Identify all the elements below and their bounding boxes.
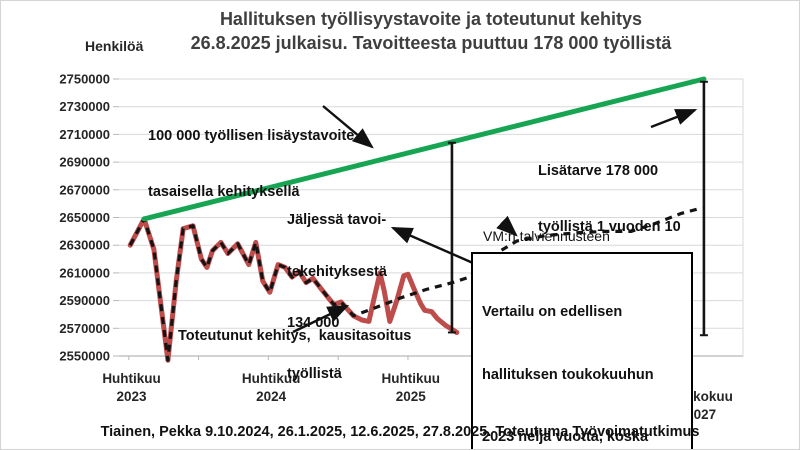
annotation-line: Vertailu on edellisen bbox=[482, 304, 623, 321]
annotation-line: työllistä bbox=[287, 366, 342, 383]
x-axis-label: 2025 bbox=[396, 389, 427, 404]
y-tick-label: 2750000 bbox=[59, 72, 110, 87]
y-tick-label: 2730000 bbox=[59, 99, 110, 114]
annotation-line: 2023 neljä vuotta, koska bbox=[482, 428, 649, 445]
gap-markers-layer bbox=[447, 80, 708, 337]
y-axis-title: Henkilöä bbox=[85, 38, 144, 54]
chart-title-line2: 26.8.2025 julkaisu. Tavoitteesta puuttuu… bbox=[190, 32, 672, 53]
y-tick-label: 2610000 bbox=[59, 265, 110, 280]
comparison-note-box: Vertailu on edellisen hallituksen toukok… bbox=[471, 252, 693, 449]
annotation-line: 100 000 työllisen lisäystavoite bbox=[148, 127, 355, 144]
annotation-line: 134 000 bbox=[287, 314, 340, 331]
source-line: Tiainen, Pekka 9.10.2024, 26.1.2025, 12.… bbox=[100, 424, 700, 440]
y-tick-label: 2650000 bbox=[59, 210, 110, 225]
behind-annotation-arrow bbox=[390, 226, 474, 265]
y-tick-label: 2590000 bbox=[59, 293, 110, 308]
annotation-line: työllistä 1 vuoden 10 bbox=[538, 219, 681, 236]
x-axis-label: 2023 bbox=[117, 389, 148, 404]
series-layer bbox=[127, 76, 707, 363]
x-axis-label: 2027 bbox=[686, 407, 716, 422]
y-tick-label: 2710000 bbox=[59, 127, 110, 142]
annotation-line: VM:n talviennusteen bbox=[483, 227, 610, 244]
y-tick-label: 2630000 bbox=[59, 238, 110, 253]
vm-forecast-annotation-arrow bbox=[496, 215, 518, 237]
actual-annotation-arrow bbox=[292, 304, 350, 334]
annotation-line: Lisätarve 178 000 bbox=[538, 162, 659, 179]
y-tick-label: 2550000 bbox=[59, 349, 110, 364]
y-tick-label: 2570000 bbox=[59, 321, 110, 336]
additional-need-annotation-arrow bbox=[650, 108, 698, 129]
x-axis-label: 2024 bbox=[256, 389, 287, 404]
chart-title: Hallituksen työllisyystavoite ja toteutu… bbox=[91, 8, 771, 56]
annotation-line: tasaisella kehityksellä bbox=[148, 184, 300, 201]
annotation-line: hallituksen toukokuuhun bbox=[482, 366, 654, 383]
y-tick-label: 2690000 bbox=[59, 155, 110, 170]
x-axis-label: Huhtikuu bbox=[382, 371, 441, 386]
y-tick-label: 2670000 bbox=[59, 182, 110, 197]
target-annotation: 100 000 työllisen lisäystavoite tasaisel… bbox=[148, 89, 354, 240]
x-axis-label: Huhtikuu bbox=[242, 371, 301, 386]
x-axis-label: Huhtikuu bbox=[102, 371, 161, 386]
chart-title-line1: Hallituksen työllisyystavoite ja toteutu… bbox=[219, 9, 643, 29]
annotation-line: tekehityksestä bbox=[287, 263, 387, 280]
actual-series-label: Toteutunut kehitys, kausitasoitus bbox=[178, 328, 412, 344]
annotation-line: Jäljessä tavoi- bbox=[287, 212, 387, 229]
target-annotation-arrow bbox=[322, 105, 374, 149]
annotation-arrows-layer bbox=[292, 105, 698, 334]
behind-target-annotation: Jäljessä tavoi- tekehityksestä 134 000 t… bbox=[287, 178, 387, 418]
series-forecast-dashed bbox=[128, 206, 703, 362]
series-target-line bbox=[141, 76, 707, 222]
